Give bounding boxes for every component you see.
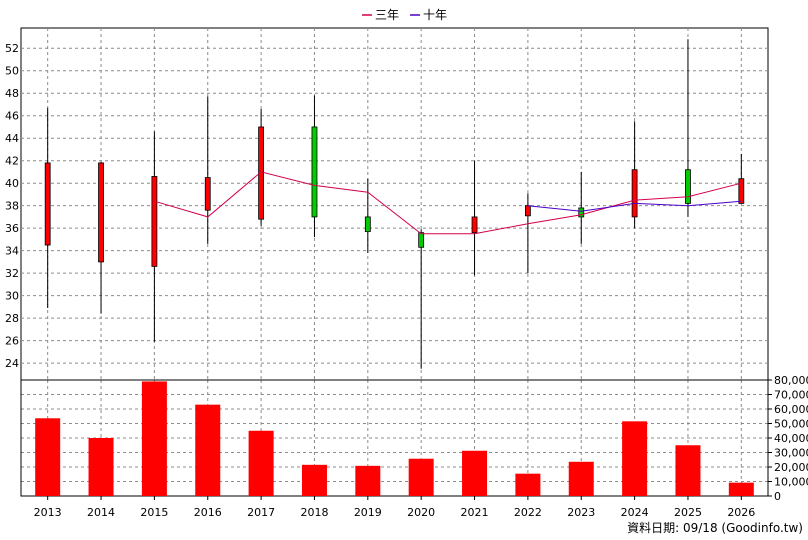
volume-y-tick-label: 60,000 <box>774 403 808 416</box>
volume-y-tick-label: 50,000 <box>774 418 808 431</box>
price-y-tick-label: 34 <box>5 245 19 258</box>
price-y-tick-label: 46 <box>5 110 19 123</box>
candles <box>44 39 745 369</box>
price-y-tick-label: 30 <box>5 290 19 303</box>
volume-bar-2021 <box>462 450 488 496</box>
volume-grid <box>21 379 768 497</box>
volume-bar-2024 <box>622 421 648 496</box>
price-y-tick-label: 52 <box>5 42 19 55</box>
price-y-tick-label: 44 <box>5 132 19 145</box>
price-y-tick-label: 38 <box>5 200 19 213</box>
x-axis: 2013 2014 2015 2016 2017 2018 2019 2020 2021 2022… <box>34 496 755 519</box>
x-tick-label: 2026 <box>727 506 755 519</box>
data-date-credit: 資料日期: 09/18 (Goodinfo.tw) <box>627 521 803 535</box>
volume-y-tick-label: 10,000 <box>774 476 808 489</box>
x-tick-label: 2024 <box>621 506 649 519</box>
price-y-tick-label: 40 <box>5 177 19 190</box>
legend-item-十年: 十年 <box>410 8 447 22</box>
candle-2014 <box>98 161 104 314</box>
volume-bars <box>35 381 754 496</box>
x-tick-label: 2022 <box>514 506 542 519</box>
volume-y-axis: 010,000 20,00030,000 40,00050,000 60,00070,… <box>768 374 808 503</box>
price-y-axis: 24 26 28 30 32 34 36 38 40 42 44 46 48 50 52 <box>5 42 19 370</box>
price-y-tick-label: 24 <box>5 357 19 370</box>
volume-bar-2013 <box>35 418 61 496</box>
volume-bar-2025 <box>675 445 701 496</box>
candle-body <box>204 177 211 211</box>
candle-body <box>151 176 158 267</box>
volume-bar-2026 <box>728 482 754 496</box>
candle-2026 <box>738 153 745 204</box>
price-y-tick-label: 50 <box>5 65 19 78</box>
candle-body <box>631 169 638 218</box>
x-tick-label: 2020 <box>407 506 435 519</box>
volume-bar-2017 <box>248 430 274 496</box>
legend: 三年 十年 <box>362 8 447 22</box>
candle-body <box>578 207 585 218</box>
candle-2024 <box>631 121 638 229</box>
candle-body <box>685 169 691 204</box>
x-tick-label: 2013 <box>34 506 62 519</box>
candle-2023 <box>578 171 585 244</box>
x-tick-label: 2017 <box>247 506 275 519</box>
volume-y-tick-label: 20,000 <box>774 461 808 474</box>
x-tick-label: 2019 <box>354 506 382 519</box>
candle-body <box>98 162 104 263</box>
x-tick-label: 2014 <box>87 506 115 519</box>
price-y-tick-label: 42 <box>5 155 19 168</box>
volume-y-tick-label: 70,000 <box>774 389 808 402</box>
price-y-tick-label: 36 <box>5 222 19 235</box>
x-tick-label: 2015 <box>140 506 168 519</box>
volume-y-tick-label: 30,000 <box>774 447 808 460</box>
volume-bar-2022 <box>515 473 541 496</box>
price-panel: 24 26 28 30 32 34 36 38 40 42 44 46 48 50 52 <box>5 27 769 381</box>
price-y-tick-label: 28 <box>5 312 19 325</box>
candle-body <box>524 205 531 217</box>
volume-bar-2019 <box>355 465 381 496</box>
candle-body <box>311 126 318 218</box>
volume-bar-2023 <box>568 461 594 496</box>
legend-item-三年: 三年 <box>362 8 399 22</box>
x-tick-label: 2021 <box>461 506 489 519</box>
candle-2025 <box>685 39 691 217</box>
volume-y-tick-label: 40,000 <box>774 432 808 445</box>
candle-body <box>364 216 371 232</box>
candle-2019 <box>364 178 371 253</box>
candle-body <box>44 162 51 246</box>
candle-body <box>418 232 425 248</box>
candle-2018 <box>311 95 318 238</box>
series-lines <box>154 171 742 235</box>
candle-2015 <box>151 131 158 342</box>
volume-bar-2020 <box>408 458 434 496</box>
x-tick-label: 2025 <box>674 506 702 519</box>
series-line-三年 <box>154 171 742 235</box>
candle-2016 <box>204 96 211 244</box>
candle-body <box>738 178 745 204</box>
candle-2020 <box>418 229 425 369</box>
candle-2021 <box>471 160 478 276</box>
candle-2013 <box>44 107 51 309</box>
x-tick-label: 2016 <box>194 506 222 519</box>
series-line-十年 <box>527 200 742 212</box>
candle-2022 <box>524 193 531 274</box>
volume-y-tick-label: 80,000 <box>774 374 808 387</box>
volume-bar-2015 <box>141 381 167 496</box>
x-tick-label: 2018 <box>300 506 328 519</box>
x-tick-label: 2023 <box>567 506 595 519</box>
price-y-tick-label: 32 <box>5 267 19 280</box>
volume-panel: 010,000 20,00030,000 40,00050,000 60,00070,… <box>20 374 808 519</box>
candle-body <box>258 126 265 220</box>
volume-bar-2014 <box>88 438 114 496</box>
volume-bar-2018 <box>301 464 327 496</box>
candle-2017 <box>258 108 265 226</box>
legend-label: 三年 <box>375 8 399 22</box>
price-y-tick-label: 26 <box>5 335 19 348</box>
price-y-tick-label: 48 <box>5 87 19 100</box>
volume-y-tick-label: 0 <box>774 490 781 503</box>
volume-bar-2016 <box>195 404 221 496</box>
candle-body <box>471 216 478 234</box>
legend-label: 十年 <box>423 8 447 22</box>
